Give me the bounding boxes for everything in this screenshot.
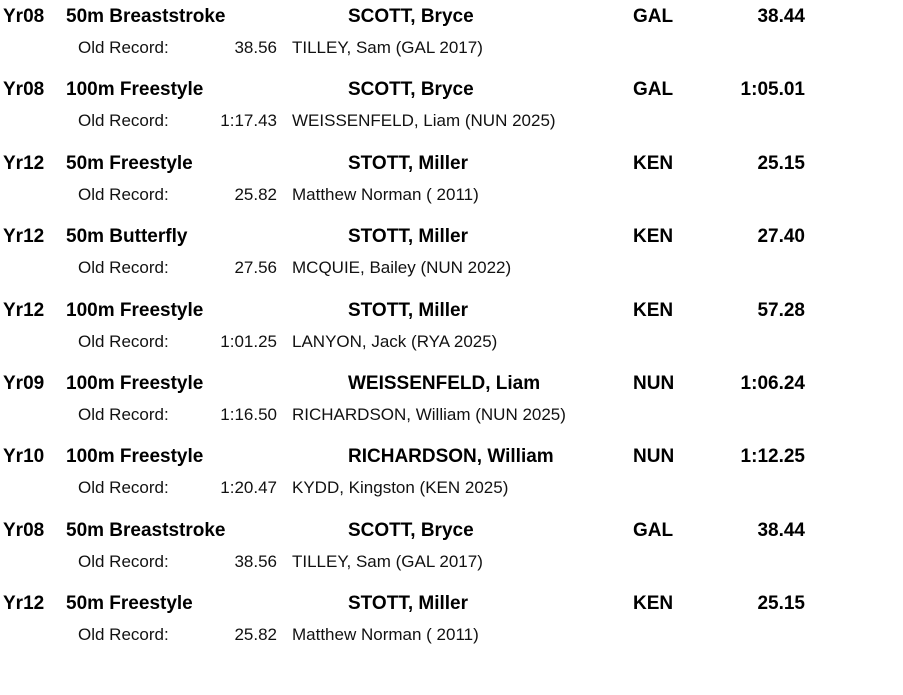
old-record-holder: MCQUIE, Bailey (NUN 2022) [292,258,512,278]
record-event: 100m Freestyle [66,446,204,468]
old-record-holder: TILLEY, Sam (GAL 2017) [292,551,483,571]
record-club: KEN [633,593,674,615]
old-record-holder: KYDD, Kingston (KEN 2025) [292,478,509,498]
old-record-time: 1:17.43 [220,111,277,131]
record-time: 1:12.25 [740,446,805,468]
old-record-label: Old Record: [78,38,169,57]
old-record-label: Old Record: [78,258,169,278]
record-time: 1:05.01 [740,79,805,101]
record-group: Yr12 [3,226,45,248]
record-swimmer: STOTT, Miller [348,593,469,615]
old-record-time: 27.56 [234,258,277,278]
record-time: 1:06.24 [740,373,805,394]
record-event: 50m Butterfly [66,226,188,248]
record-group: Yr09 [3,373,45,394]
old-record-label: Old Record: [78,331,169,351]
record-club: NUN [633,446,675,468]
record-row: Old Record: Yr10 100m Freestyle RICHARDSON,… [0,445,903,515]
record-row: Old Record: Yr08 50m Breaststroke SCOTT, Br… [0,519,903,589]
record-event: 50m Breaststroke [66,519,226,541]
record-time: 25.15 [757,593,805,615]
old-record-holder: Matthew Norman ( 2011) [292,625,479,645]
record-event: 50m Freestyle [66,593,193,615]
record-swimmer: SCOTT, Bryce [348,6,474,27]
record-row: Old Record: Yr12 50m Freestyle STOTT, Mille… [0,592,903,662]
old-record-holder: WEISSENFELD, Liam (NUN 2025) [292,111,556,131]
record-event: 50m Freestyle [66,152,193,174]
record-club: GAL [633,519,674,541]
old-record-label: Old Record: [78,184,169,204]
record-group: Yr10 [3,446,45,468]
record-time: 57.28 [757,299,805,321]
old-record-label: Old Record: [78,478,169,498]
record-group: Yr08 [3,6,45,27]
old-record-holder: LANYON, Jack (RYA 2025) [292,331,498,351]
record-club: KEN [633,152,674,174]
old-record-label: Old Record: [78,405,169,424]
record-club: NUN [633,373,675,394]
old-record-holder: Matthew Norman ( 2011) [292,184,479,204]
record-group: Yr12 [3,152,45,174]
record-swimmer: STOTT, Miller [348,226,469,248]
record-swimmer: STOTT, Miller [348,299,469,321]
record-row: Old Record: Yr12 50m Butterfly STOTT, Mille… [0,225,903,295]
record-time: 38.44 [757,6,805,27]
record-row: Old Record: Yr09 100m Freestyle WEISSENFELD… [0,372,903,442]
record-club: KEN [633,299,674,321]
record-group: Yr08 [3,79,45,101]
record-club: KEN [633,226,674,248]
record-swimmer: SCOTT, Bryce [348,79,474,101]
old-record-time: 38.56 [234,551,277,571]
old-record-time: 25.82 [234,625,277,645]
old-record-time: 1:16.50 [220,405,277,424]
record-row: Old Record: Yr12 100m Freestyle STOTT, Mill… [0,299,903,369]
old-record-time: 1:01.25 [220,331,277,351]
old-record-time: 1:20.47 [220,478,277,498]
record-swimmer: RICHARDSON, William [348,446,554,468]
record-row: Old Record: Yr08 50m Breaststroke SCOTT, Br… [0,5,903,75]
record-time: 38.44 [757,519,805,541]
old-record-holder: RICHARDSON, William (NUN 2025) [292,405,566,424]
old-record-label: Old Record: [78,625,169,645]
old-record-label: Old Record: [78,551,169,571]
old-record-time: 38.56 [234,38,277,57]
record-swimmer: STOTT, Miller [348,152,469,174]
record-event: 50m Breaststroke [66,6,226,27]
record-swimmer: SCOTT, Bryce [348,519,474,541]
record-time: 25.15 [757,152,805,174]
record-swimmer: WEISSENFELD, Liam [348,373,541,394]
record-event: 100m Freestyle [66,373,204,394]
record-club: GAL [633,79,674,101]
record-group: Yr08 [3,519,45,541]
old-record-time: 25.82 [234,184,277,204]
record-event: 100m Freestyle [66,79,204,101]
record-row: Old Record: Yr08 100m Freestyle SCOTT, Bryc… [0,78,903,148]
record-group: Yr12 [3,299,45,321]
record-club: GAL [633,6,674,27]
old-record-holder: TILLEY, Sam (GAL 2017) [292,38,483,57]
old-record-label: Old Record: [78,111,169,131]
record-time: 27.40 [757,226,805,248]
record-event: 100m Freestyle [66,299,204,321]
record-row: Old Record: Yr12 50m Freestyle STOTT, Mille… [0,152,903,222]
record-group: Yr12 [3,593,45,615]
